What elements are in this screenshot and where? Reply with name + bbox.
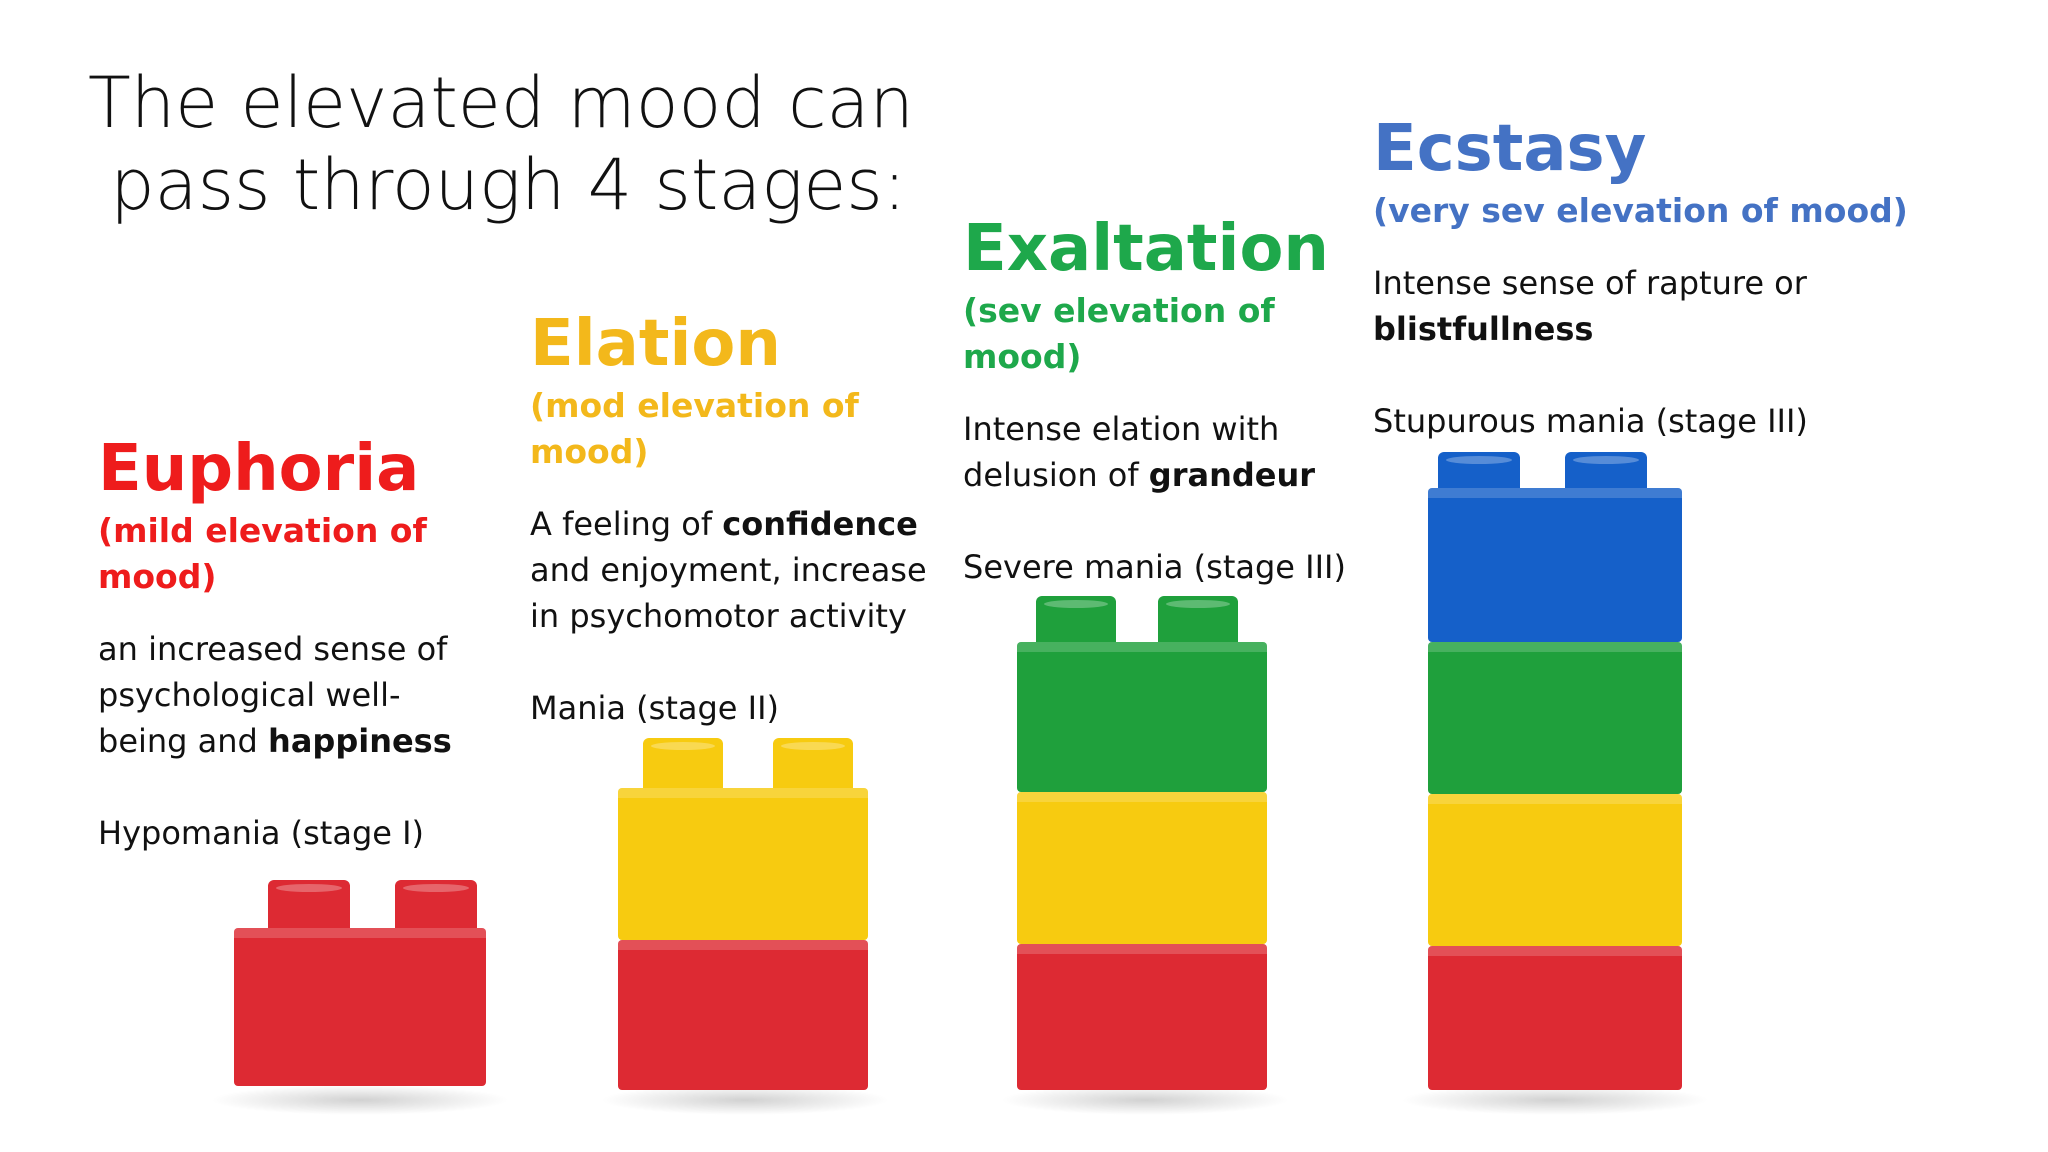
lego-brick-yellow xyxy=(618,788,868,940)
lego-brick-red xyxy=(1428,946,1682,1090)
stage-name: Exaltation xyxy=(963,212,1329,286)
stack-shadow xyxy=(1400,1085,1710,1115)
lego-brick-green xyxy=(1017,642,1267,792)
stage-name: Ecstasy xyxy=(1373,112,1647,186)
lego-brick-red xyxy=(234,928,486,1086)
lego-brick-red xyxy=(618,940,868,1090)
slide-title: The elevated mood can pass through 4 sta… xyxy=(88,62,914,226)
stage-description: Intense sense of rapture or blistfullnes… xyxy=(1373,264,1807,348)
stack-shadow xyxy=(210,1085,510,1115)
stage-subtitle: (mild elevation of mood) xyxy=(98,511,427,596)
lego-brick-yellow xyxy=(1017,792,1267,944)
stage-description: Intense elation with delusion of grandeu… xyxy=(963,410,1316,494)
lego-stud xyxy=(643,738,723,794)
lego-stud xyxy=(268,880,350,936)
lego-brick-green xyxy=(1428,642,1682,794)
stage-exaltation: Exaltation (sev elevation of mood) Inten… xyxy=(963,210,1363,590)
stage-label: Hypomania (stage I) xyxy=(98,814,425,852)
stage-elation: Elation (mod elevation of mood) A feelin… xyxy=(530,305,940,731)
stack-shadow xyxy=(600,1085,890,1115)
stack-shadow xyxy=(1000,1085,1290,1115)
stage-label: Mania (stage II) xyxy=(530,689,780,727)
stage-description: A feeling of confidence and enjoyment, i… xyxy=(530,505,927,635)
stage-subtitle: (sev elevation of mood) xyxy=(963,291,1275,376)
lego-brick-yellow xyxy=(1428,794,1682,946)
stage-ecstasy: Ecstasy (very sev elevation of mood) Int… xyxy=(1373,110,2013,444)
lego-stud xyxy=(395,880,477,936)
stage-description: an increased sense of psychological well… xyxy=(98,630,452,760)
stage-name: Elation xyxy=(530,307,781,381)
lego-brick-blue xyxy=(1428,488,1682,642)
stage-label: Stupurous mania (stage III) xyxy=(1373,402,1808,440)
stage-subtitle: (mod elevation of mood) xyxy=(530,386,859,471)
stage-subtitle: (very sev elevation of mood) xyxy=(1373,191,1908,230)
lego-brick-red xyxy=(1017,944,1267,1090)
lego-stud xyxy=(773,738,853,794)
stage-name: Euphoria xyxy=(98,432,420,506)
stage-label: Severe mania (stage III) xyxy=(963,548,1346,586)
stage-euphoria: Euphoria (mild elevation of mood) an inc… xyxy=(98,430,498,856)
